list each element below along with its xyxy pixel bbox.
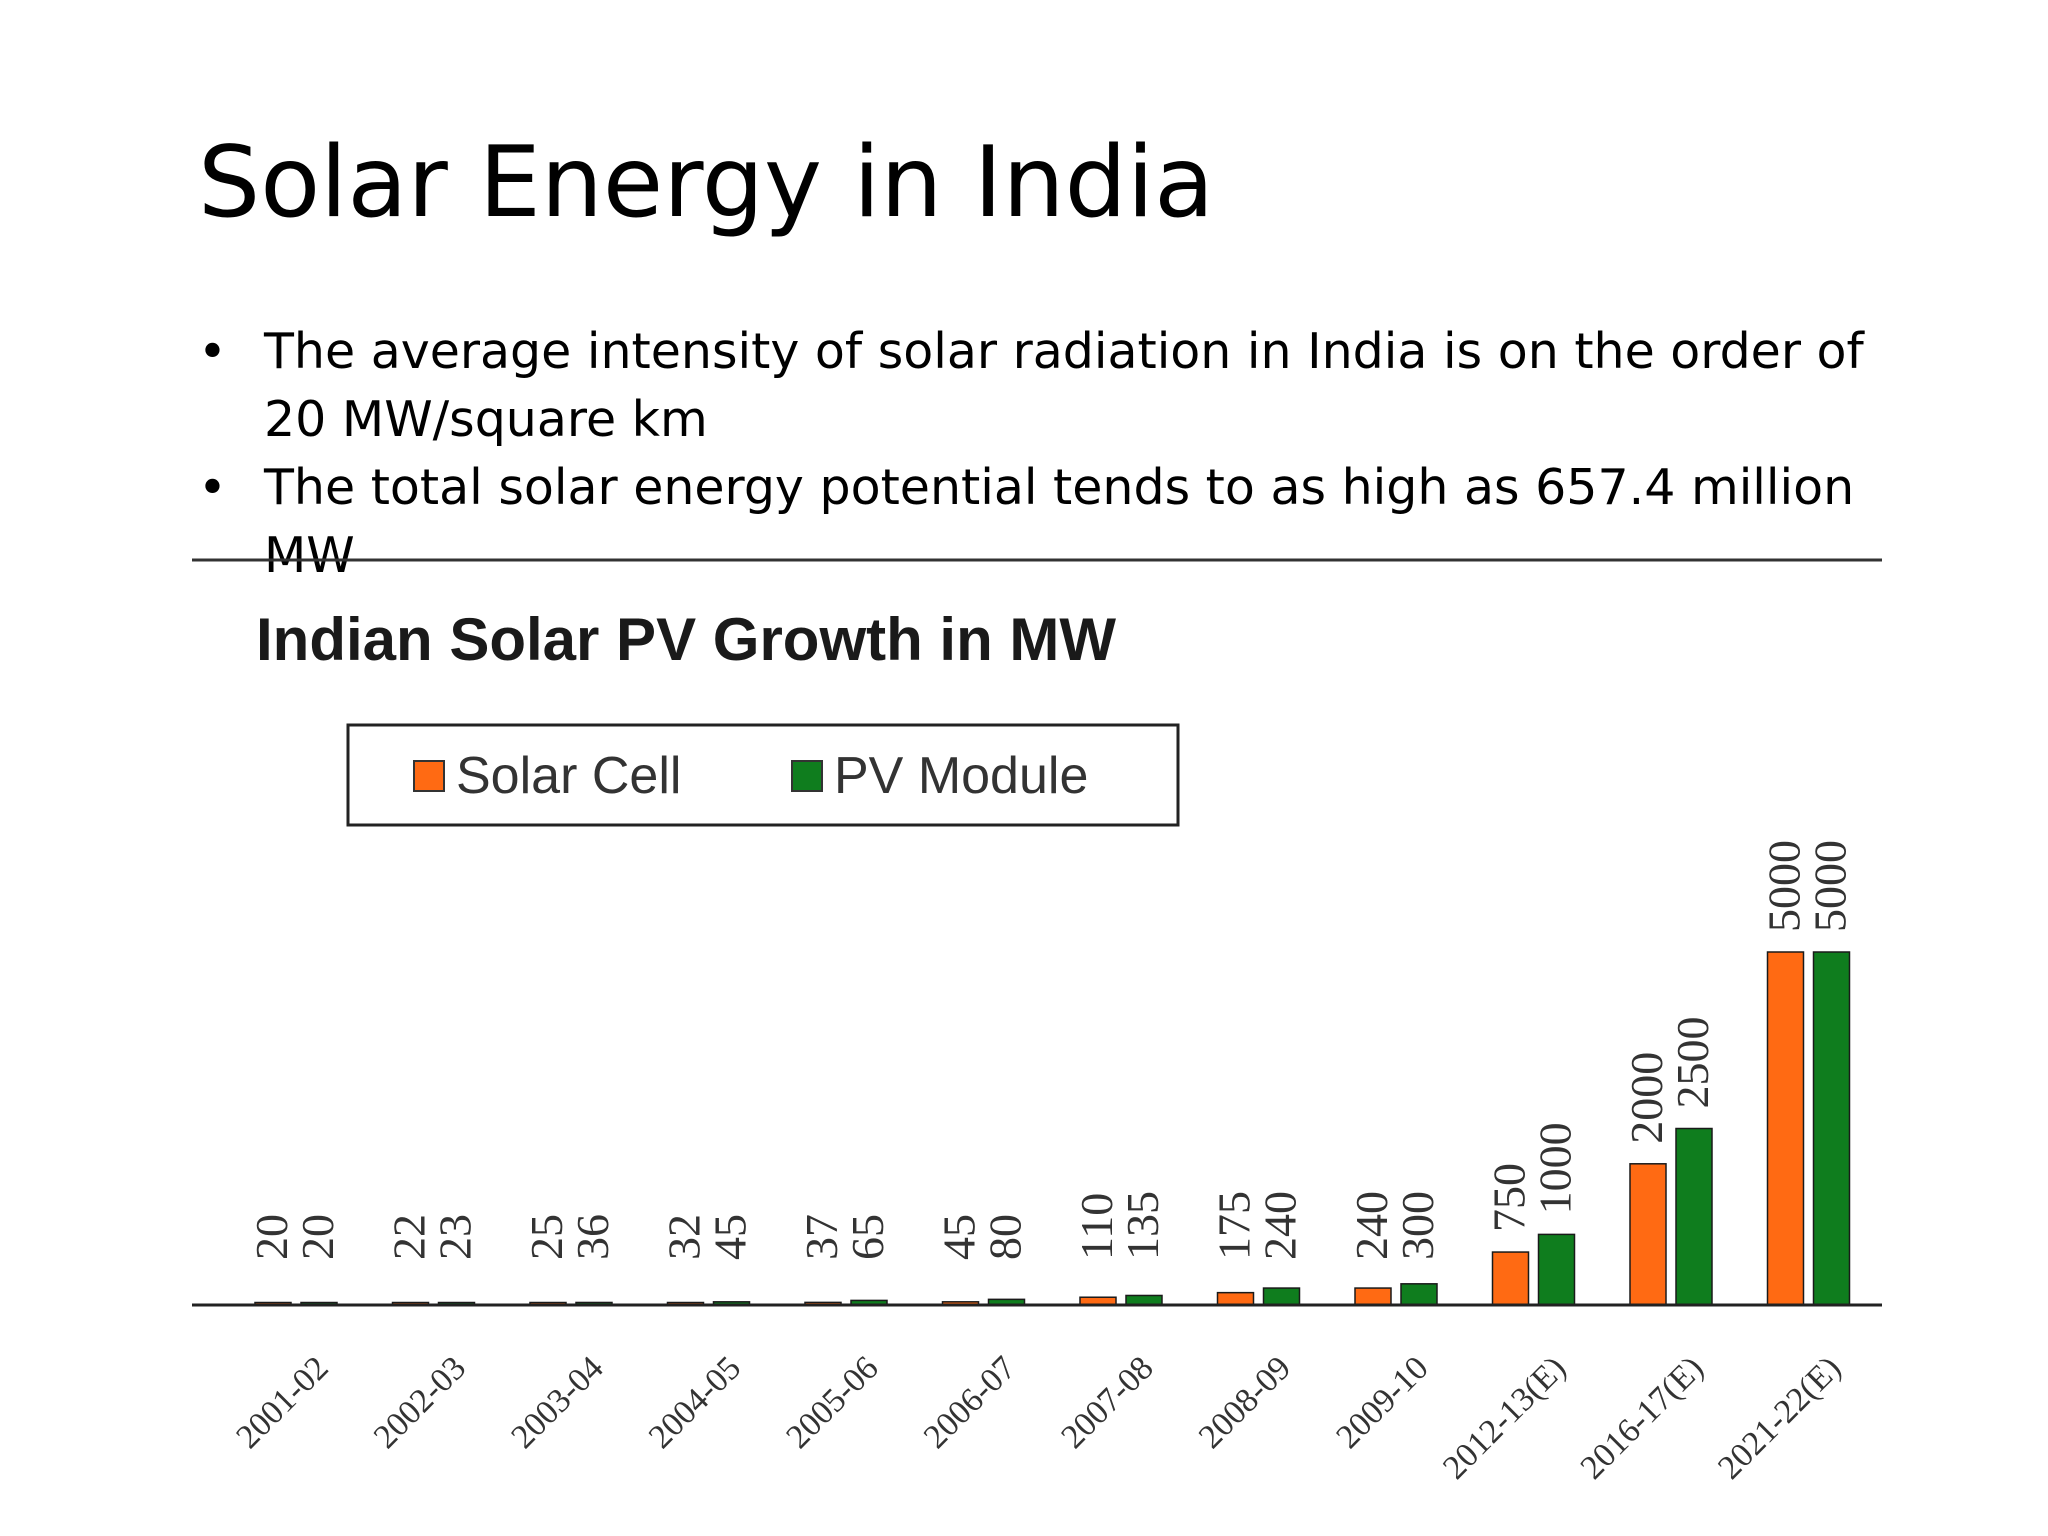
- data-label: 110: [1071, 1193, 1122, 1260]
- x-tick-label: 2001-02: [229, 1349, 335, 1455]
- bullet-dot-icon: •: [198, 459, 227, 516]
- chart-title: Indian Solar PV Growth in MW: [256, 606, 1116, 673]
- x-tick-label: 2012-13(E): [1436, 1349, 1573, 1486]
- data-label: 25: [521, 1214, 572, 1260]
- data-label: 65: [842, 1214, 893, 1260]
- x-tick-label: 2002-03: [367, 1349, 473, 1455]
- data-label: 45: [705, 1214, 756, 1260]
- bar-solar-cell: [1629, 1163, 1667, 1306]
- legend-swatch-1: [791, 760, 823, 792]
- legend-label-1: PV Module: [834, 747, 1088, 805]
- data-label: 20: [292, 1214, 343, 1260]
- legend-label-0: Solar Cell: [456, 747, 681, 805]
- bullet-item: • The average intensity of solar radiati…: [198, 318, 1898, 454]
- bar-solar-cell: [1354, 1287, 1392, 1306]
- data-label: 750: [1484, 1163, 1535, 1232]
- data-label: 22: [384, 1214, 435, 1260]
- data-label: 5000: [1805, 840, 1856, 932]
- bar-pv-module: [1812, 951, 1851, 1306]
- bullet-dot-icon: •: [198, 323, 227, 380]
- data-label: 135: [1117, 1191, 1168, 1260]
- legend-swatch-0: [413, 760, 445, 792]
- legend-box: [346, 723, 1180, 827]
- data-label: 20: [246, 1214, 297, 1260]
- data-label: 37: [796, 1214, 847, 1260]
- bar-pv-module: [1675, 1127, 1713, 1306]
- data-label: 240: [1255, 1191, 1306, 1260]
- data-label: 300: [1392, 1191, 1443, 1260]
- data-label: 80: [980, 1214, 1031, 1260]
- data-label: 45: [934, 1214, 985, 1260]
- bar-solar-cell: [1491, 1251, 1530, 1306]
- data-label: 23: [430, 1214, 481, 1260]
- x-tick-label: 2003-04: [504, 1349, 610, 1455]
- data-label: 2000: [1621, 1052, 1672, 1144]
- data-label: 5000: [1759, 840, 1810, 932]
- bullet-text: The total solar energy potential tends t…: [264, 459, 1855, 584]
- bullet-list: • The average intensity of solar radiati…: [198, 318, 1898, 590]
- bullet-text: The average intensity of solar radiation…: [264, 323, 1864, 448]
- bar-pv-module: [1400, 1283, 1438, 1306]
- x-tick-label: 2004-05: [642, 1349, 748, 1455]
- x-tick-label: 2005-06: [779, 1349, 885, 1455]
- data-label: 36: [567, 1214, 618, 1260]
- data-label: 1000: [1530, 1122, 1581, 1214]
- chart-container: Indian Solar PV Growth in MW Solar Cell PV…: [192, 550, 1882, 1510]
- x-tick-label: 2016-17(E): [1574, 1349, 1711, 1486]
- data-label: 32: [659, 1214, 710, 1260]
- x-tick-label: 2021-22(E): [1711, 1349, 1848, 1486]
- x-tick-label: 2008-09: [1192, 1349, 1298, 1455]
- data-label: 175: [1209, 1191, 1260, 1260]
- x-tick-label: 2006-07: [917, 1349, 1023, 1455]
- bullet-item: • The total solar energy potential tends…: [198, 454, 1898, 590]
- x-tick-label: 2007-08: [1054, 1349, 1160, 1455]
- data-label: 2500: [1667, 1017, 1718, 1109]
- bar-solar-cell: [1766, 951, 1805, 1306]
- slide-title: Solar Energy in India: [198, 126, 1215, 240]
- x-tick-label: 2009-10: [1329, 1349, 1435, 1455]
- bar-pv-module: [1537, 1233, 1576, 1306]
- bar-chart: Indian Solar PV Growth in MW Solar Cell PV…: [192, 558, 1882, 1486]
- bar-pv-module: [1262, 1287, 1301, 1306]
- data-label: 240: [1346, 1191, 1397, 1260]
- bar-solar-cell: [1216, 1291, 1255, 1306]
